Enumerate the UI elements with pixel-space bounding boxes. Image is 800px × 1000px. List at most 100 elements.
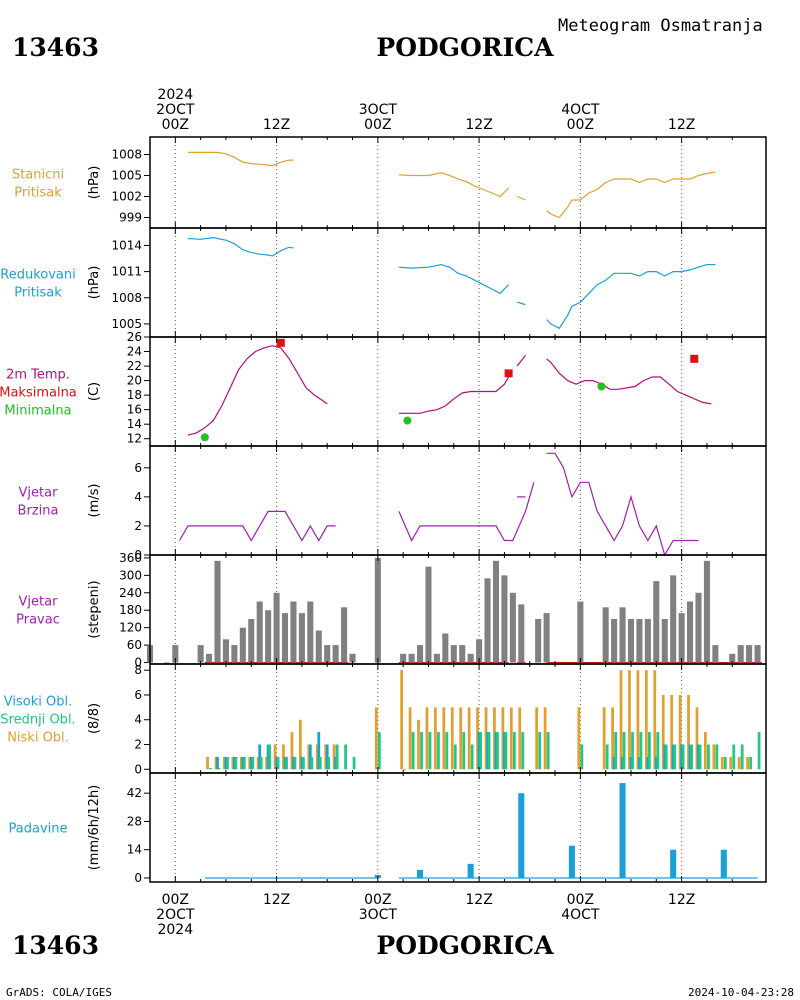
bar — [720, 849, 727, 878]
y-tick-label: 2 — [134, 519, 142, 533]
mid-cloud-bar — [226, 756, 229, 770]
mid-cloud-bar — [428, 732, 432, 770]
mid-cloud-bar — [377, 732, 381, 770]
bar — [602, 607, 609, 663]
low-cloud-bar — [400, 670, 404, 770]
series-line — [188, 151, 294, 167]
high-cloud-bar — [680, 744, 683, 770]
bar — [374, 557, 381, 663]
high-cloud-bar — [300, 756, 304, 770]
low-cloud-bar — [265, 756, 268, 770]
mid-cloud-bar — [698, 744, 702, 770]
y-tick-label: 42 — [127, 786, 142, 800]
mid-cloud-bar — [538, 732, 542, 770]
high-cloud-bar — [654, 756, 658, 770]
y-tick-label: 6 — [134, 461, 142, 475]
mid-cloud-bar — [690, 744, 693, 770]
bar — [332, 645, 339, 663]
y-tick-label: 4 — [134, 713, 142, 727]
bar — [729, 653, 736, 663]
bar — [703, 560, 710, 663]
mid-cloud-bar — [487, 732, 491, 770]
low-cloud-bar — [239, 756, 243, 770]
high-cloud-bar — [275, 756, 278, 770]
y-tick-label: 24 — [127, 345, 142, 359]
low-cloud-bar — [493, 707, 496, 770]
low-cloud-bar — [248, 756, 252, 770]
low-cloud-bar — [678, 694, 682, 770]
mid-cloud-bar — [276, 756, 280, 770]
bar — [416, 645, 424, 663]
panel-label: 2m Temp. — [6, 368, 70, 383]
y-tick-label: 180 — [119, 603, 142, 617]
low-cloud-bar — [619, 670, 623, 770]
series-line — [178, 510, 336, 542]
mid-cloud-bar — [732, 744, 736, 770]
series-line — [398, 482, 535, 542]
panel-label: Padavine — [9, 822, 68, 837]
mid-cloud-bar — [268, 744, 272, 770]
panel-frame — [149, 136, 767, 229]
bar — [324, 645, 331, 663]
mid-cloud-bar — [740, 744, 744, 770]
top-time-label: 12Z — [465, 117, 492, 133]
bottom-time-label: 00Z — [567, 892, 594, 908]
high-cloud-bar — [638, 756, 641, 770]
high-cloud-bar — [308, 744, 312, 770]
bar — [416, 869, 424, 878]
mid-cloud-bar — [259, 756, 263, 770]
bar — [298, 613, 305, 663]
low-cloud-bar — [636, 670, 640, 770]
series-line — [546, 264, 716, 330]
bottom-time-label: 4OCT — [561, 907, 600, 923]
low-cloud-bar — [501, 707, 505, 770]
mid-cloud-bar — [209, 768, 212, 770]
y-tick-label: 300 — [119, 568, 142, 582]
low-cloud-bar — [256, 756, 260, 770]
low-cloud-bar — [661, 694, 665, 770]
mid-cloud-bar — [664, 744, 668, 770]
mid-cloud-bar — [580, 744, 584, 770]
bar — [670, 575, 677, 663]
mid-cloud-bar — [411, 732, 415, 770]
panel-label: Vjetar — [19, 486, 59, 501]
series-line — [546, 452, 699, 557]
high-cloud-bar — [317, 732, 321, 770]
bottom-time-label: 2024 — [157, 922, 193, 938]
bar — [619, 607, 626, 663]
panel-frame — [149, 336, 767, 447]
panel-label: Pritisak — [14, 286, 62, 301]
bar — [484, 578, 491, 663]
tmin-point — [403, 416, 412, 425]
low-cloud-bar — [450, 707, 454, 770]
panel-label: Stanicni — [12, 168, 64, 183]
series-line — [516, 354, 526, 367]
low-cloud-bar — [720, 756, 724, 770]
mid-cloud-bar — [707, 744, 710, 770]
high-cloud-bar — [241, 756, 245, 770]
high-cloud-bar — [266, 744, 270, 770]
bar — [450, 645, 457, 663]
bottom-time-label: 00Z — [364, 892, 391, 908]
low-cloud-bar — [602, 707, 606, 770]
bar — [695, 592, 702, 663]
mid-cloud-bar — [251, 756, 255, 770]
y-axis-label: (C) — [87, 382, 102, 401]
panel-label: Niski Obl. — [7, 731, 69, 746]
mid-cloud-bar — [234, 756, 238, 770]
bar — [627, 618, 635, 663]
low-cloud-bar — [628, 670, 631, 770]
panel-7: Padavine (mm/6h/12h) 0 14 28 42 — [9, 772, 767, 885]
mid-cloud-bar — [217, 768, 221, 770]
bottom-time-label: 12Z — [668, 892, 695, 908]
top-time-label: 12Z — [263, 117, 290, 133]
bar — [644, 618, 651, 663]
panel-label: Srednji Obl. — [0, 713, 75, 728]
mid-cloud-bar — [614, 732, 618, 770]
y-tick-label: 0 — [134, 871, 142, 885]
series-line — [187, 236, 294, 257]
y-tick-label: 26 — [127, 330, 142, 344]
bar — [577, 601, 584, 663]
low-cloud-bar — [687, 694, 690, 770]
low-cloud-bar — [476, 707, 479, 770]
